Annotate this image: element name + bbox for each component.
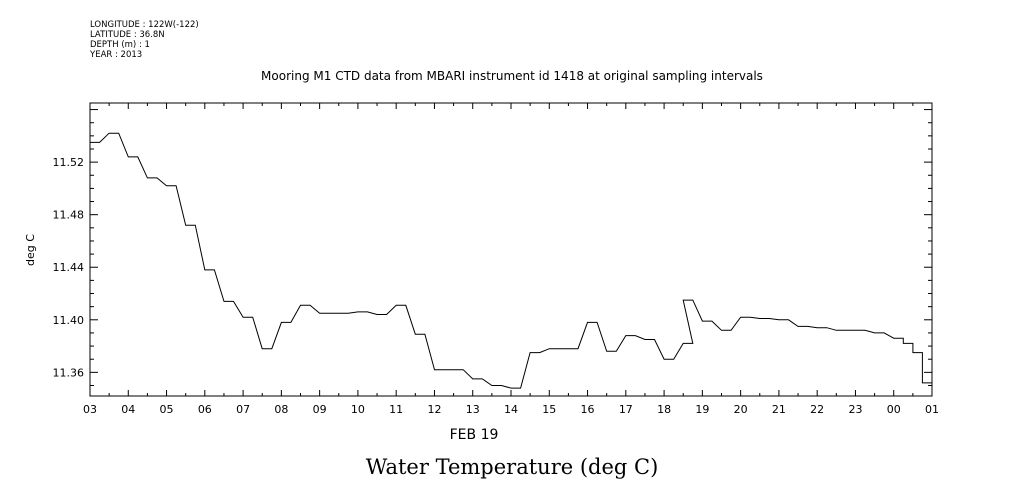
longitude-label: LONGITUDE : 122W(-122) <box>90 20 199 30</box>
y-axis-label: deg C <box>24 234 37 266</box>
x-axis: 03 04 05 06 07 08 09 10 11 12 13 14 15 16 17 18 19 20 21 22… <box>83 103 939 416</box>
x-tick-label: 13 <box>466 403 480 416</box>
chart-title: Mooring M1 CTD data from MBARI instrumen… <box>261 69 763 83</box>
x-axis-label: FEB 19 <box>450 427 499 443</box>
x-tick-label: 21 <box>772 403 786 416</box>
x-tick-label: 03 <box>83 403 97 416</box>
x-tick-label: 00 <box>887 403 901 416</box>
x-tick-label: 19 <box>695 403 709 416</box>
x-tick-label: 07 <box>236 403 250 416</box>
x-tick-label: 06 <box>198 403 212 416</box>
x-tick-label: 15 <box>542 403 556 416</box>
x-tick-label: 23 <box>848 403 862 416</box>
plot-frame <box>89 102 933 397</box>
temperature-series-line <box>90 132 932 389</box>
y-tick-label: 11.40 <box>53 314 85 327</box>
x-tick-label: 01 <box>925 403 939 416</box>
y-tick-label: 11.44 <box>53 261 85 274</box>
x-tick-label: 14 <box>504 403 518 416</box>
x-tick-label: 10 <box>351 403 365 416</box>
year-label: YEAR : 2013 <box>90 50 143 60</box>
latitude-label: LATITUDE : 36.8N <box>90 30 165 40</box>
x-tick-label: 22 <box>810 403 824 416</box>
metadata-block: LONGITUDE : 122W(-122) LATITUDE : 36.8N … <box>90 20 199 60</box>
series-group <box>90 132 932 389</box>
depth-label: DEPTH (m) : 1 <box>90 40 150 50</box>
x-tick-label: 05 <box>160 403 174 416</box>
x-tick-label: 20 <box>734 403 748 416</box>
y-tick-label: 11.48 <box>53 209 85 222</box>
chart-subtitle: Water Temperature (deg C) <box>366 455 659 479</box>
x-tick-label: 16 <box>581 403 595 416</box>
y-axis: 11.36 11.40 11.44 11.48 11.52 <box>53 109 932 386</box>
x-tick-label: 18 <box>657 403 671 416</box>
x-tick-label: 09 <box>313 403 327 416</box>
x-tick-label: 11 <box>389 403 403 416</box>
y-tick-label: 11.52 <box>53 156 85 169</box>
x-tick-label: 17 <box>619 403 633 416</box>
x-tick-label: 12 <box>427 403 441 416</box>
y-tick-label: 11.36 <box>53 366 85 379</box>
x-tick-label: 04 <box>121 403 135 416</box>
x-tick-label: 08 <box>274 403 288 416</box>
